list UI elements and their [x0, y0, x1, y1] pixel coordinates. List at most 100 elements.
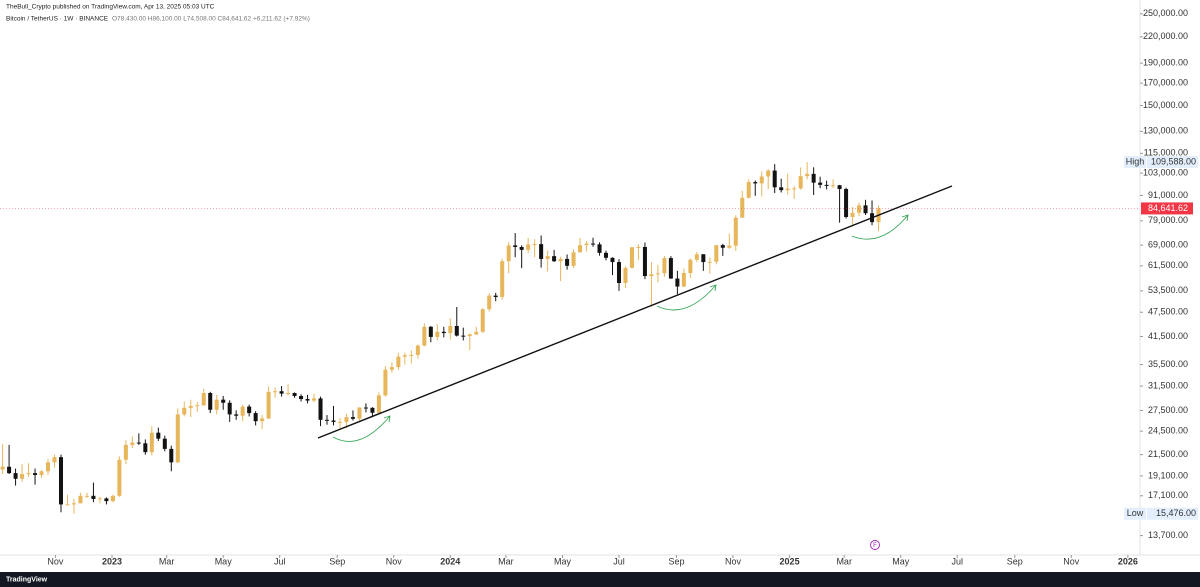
- symbol: Bitcoin / TetherUS · 1W · BINANCE: [6, 16, 109, 23]
- candle-body: [610, 257, 615, 263]
- x-tick-label: Sep: [668, 556, 684, 566]
- x-tick-label: Nov: [47, 556, 64, 566]
- candle-body: [130, 442, 135, 445]
- candle-body: [266, 391, 271, 419]
- candle-body: [818, 182, 823, 185]
- candle-body: [169, 448, 174, 463]
- y-tick-label: 47,500.00: [1148, 307, 1188, 317]
- candle-body: [13, 473, 18, 479]
- x-tick-label: Mar: [498, 556, 514, 566]
- marker-name: Low: [1127, 508, 1144, 518]
- candle-body: [52, 457, 57, 463]
- candle-body: [253, 413, 258, 422]
- candle-body: [565, 258, 570, 266]
- candle-body: [850, 212, 855, 217]
- candle-body: [636, 246, 641, 248]
- candle-body: [662, 258, 667, 274]
- candle-body: [655, 273, 660, 275]
- candle-body: [649, 274, 654, 277]
- y-tick-label: 79,000.00: [1148, 215, 1188, 225]
- candle-body: [26, 473, 31, 475]
- arc-arrow: [656, 284, 717, 311]
- candle-body: [65, 504, 70, 506]
- candle-body: [292, 393, 297, 396]
- candle-body: [824, 184, 829, 186]
- y-tick-label: 115,000.00: [1144, 148, 1188, 158]
- marker-value-box: [1147, 507, 1198, 520]
- y-tick-label: 21,500.00: [1148, 449, 1188, 459]
- candle-body: [448, 325, 453, 334]
- candle-body: [331, 420, 336, 422]
- candle-body: [208, 393, 213, 410]
- candle-body: [513, 245, 518, 247]
- x-tick-label: Jul: [952, 556, 964, 566]
- candle-body: [227, 402, 232, 415]
- candle-body: [805, 173, 810, 177]
- candle-body: [415, 345, 420, 355]
- candle-body: [857, 205, 862, 213]
- candle-body: [357, 407, 362, 419]
- candle-body: [110, 495, 115, 502]
- candle-body: [766, 170, 771, 177]
- candle-body: [71, 503, 76, 505]
- candle-body: [305, 399, 310, 401]
- candle-body: [409, 354, 414, 356]
- y-tick-label: 19,100.00: [1148, 470, 1188, 480]
- y-tick-label: 61,500.00: [1148, 260, 1188, 270]
- x-tick-label: 2025: [780, 556, 800, 566]
- candle-body: [545, 256, 550, 259]
- candle-body: [454, 325, 459, 336]
- candle-body: [20, 474, 25, 479]
- x-tick-label: Mar: [836, 556, 852, 566]
- event-icon-glyph: F: [873, 543, 877, 549]
- y-tick-label: 130,000.00: [1143, 126, 1188, 136]
- candle-body: [863, 205, 868, 214]
- candle-body: [714, 245, 719, 262]
- y-tick-label: 31,500.00: [1148, 380, 1188, 390]
- x-tick-label: May: [554, 556, 572, 566]
- candle-body: [675, 278, 680, 287]
- candle-body: [526, 244, 531, 250]
- x-tick-label: Nov: [725, 556, 742, 566]
- candle-body: [629, 247, 634, 268]
- ohlc-legend: O78,430.00 H86,100.00 L74,508.00 C84,641…: [112, 16, 310, 23]
- candle-body: [376, 395, 381, 413]
- candle-body: [156, 432, 161, 439]
- candle-body: [831, 185, 836, 187]
- candle-body: [844, 189, 849, 217]
- x-tick-label: Mar: [159, 556, 175, 566]
- x-tick-label: May: [215, 556, 233, 566]
- candle-body: [33, 473, 38, 475]
- candle-body: [681, 272, 686, 287]
- event-icon[interactable]: [870, 540, 880, 550]
- publisher: TheBull_Crypto published on TradingView.…: [6, 4, 215, 11]
- y-tick-label: 17,100.00: [1148, 490, 1188, 500]
- candle-body: [500, 261, 505, 298]
- y-tick-label: 35,500.00: [1148, 359, 1188, 369]
- candle-body: [753, 182, 758, 184]
- candle-body: [221, 399, 226, 403]
- candle-body: [260, 418, 265, 422]
- candle-body: [701, 254, 706, 263]
- x-tick-label: Sep: [1007, 556, 1023, 566]
- marker-name: High: [1126, 156, 1145, 166]
- candle-body: [727, 245, 732, 248]
- candle-body: [344, 417, 349, 422]
- candle-body: [188, 405, 193, 408]
- y-tick-label: 190,000.00: [1143, 58, 1188, 68]
- y-tick-label: 41,500.00: [1148, 331, 1188, 341]
- candle-body: [785, 188, 790, 191]
- candle-body: [558, 258, 563, 262]
- candle-body: [733, 217, 738, 246]
- candle-body: [506, 245, 511, 262]
- candle-body: [467, 334, 472, 337]
- candle-body: [182, 407, 187, 415]
- candle-body: [97, 498, 102, 500]
- candle-body: [318, 398, 323, 420]
- candle-body: [195, 405, 200, 407]
- arc-arrow: [851, 214, 909, 240]
- y-tick-label: 170,000.00: [1143, 77, 1188, 87]
- candle-body: [383, 369, 388, 396]
